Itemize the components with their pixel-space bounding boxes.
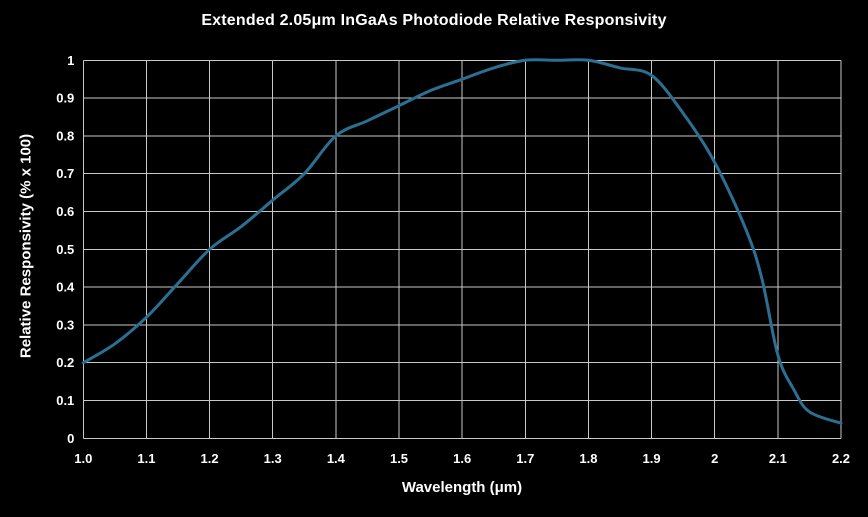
y-tick-label: 0.7	[56, 166, 74, 181]
x-tick-label: 1.5	[390, 451, 408, 466]
y-tick-label: 0.2	[56, 355, 74, 370]
y-tick-label: 0.5	[56, 242, 74, 257]
y-tick-label: 0	[67, 431, 74, 446]
x-tick-label: 2.1	[769, 451, 787, 466]
x-tick-label: 1.7	[516, 451, 534, 466]
tick-label-layer: 1.0 1.1 1.2 1.3 1.4 1.5 1.6 1.7 1.8 1.9 2 2.1 2.2 0 0.…	[56, 53, 850, 466]
x-tick-label: 2	[711, 451, 718, 466]
y-tick-label: 0.6	[56, 204, 74, 219]
x-tick-label: 1.4	[327, 451, 346, 466]
y-tick-label: 0.9	[56, 91, 74, 106]
x-tick-label: 1.9	[643, 451, 661, 466]
y-tick-label: 0.4	[56, 280, 75, 295]
x-tick-label: 1.8	[579, 451, 597, 466]
grid-layer	[82, 59, 842, 439]
responsivity-curve	[81, 58, 843, 425]
chart-title: Extended 2.05μm InGaAs Photodiode Relati…	[201, 12, 667, 29]
x-axis-label: Wavelength (μm)	[401, 479, 523, 496]
y-tick-label: 1	[67, 53, 74, 68]
y-tick-label: 0.8	[56, 128, 74, 143]
y-tick-label: 0.1	[56, 393, 74, 408]
y-tick-label: 0.3	[56, 317, 74, 332]
x-tick-label: 1.2	[201, 451, 219, 466]
x-tick-label: 1.3	[264, 451, 282, 466]
x-tick-label: 2.2	[832, 451, 850, 466]
x-tick-label: 1.6	[453, 451, 471, 466]
x-tick-label: 1.0	[74, 451, 92, 466]
series-layer	[81, 58, 843, 425]
x-tick-label: 1.1	[137, 451, 155, 466]
